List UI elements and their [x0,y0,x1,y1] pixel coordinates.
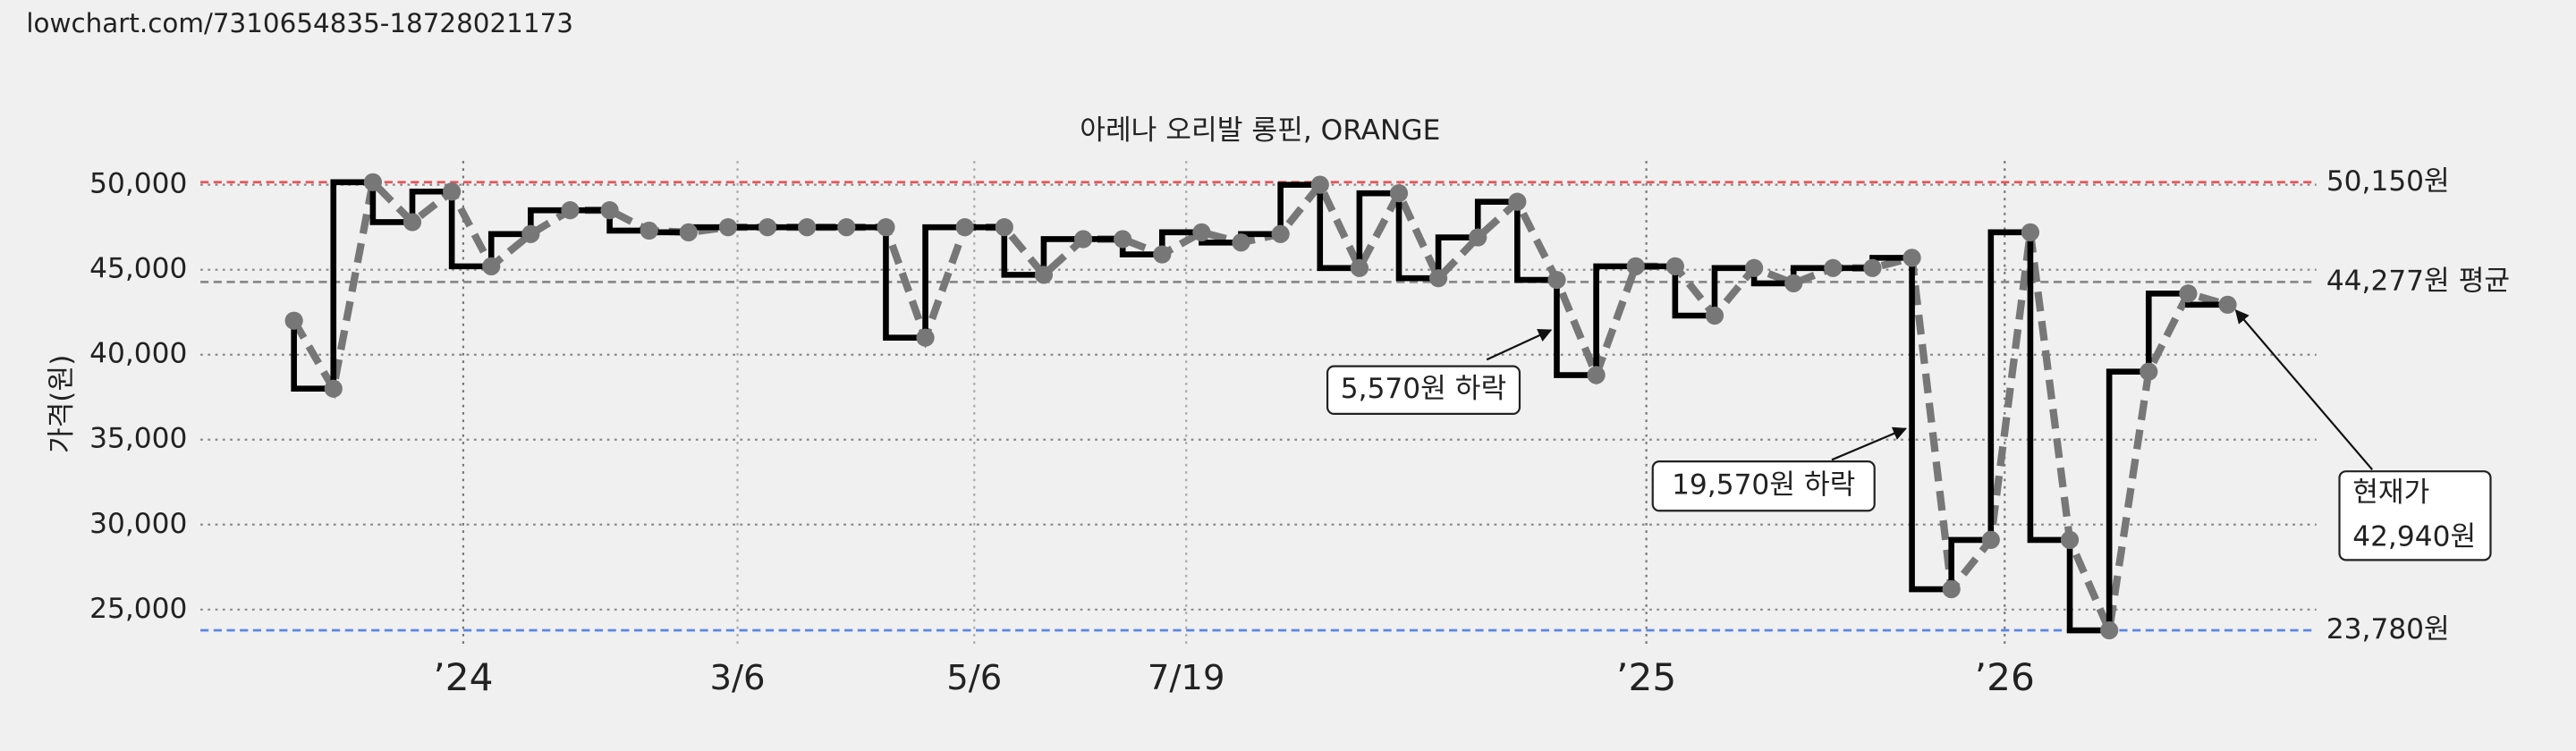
point [1508,192,1527,211]
point [1784,274,1803,292]
chart-title: 아레나 오리발 롱핀, ORANGE [1080,114,1440,147]
point [1153,245,1172,264]
x-tick-label: ’26 [1975,655,2035,699]
point [1981,530,2000,549]
point [758,218,777,237]
point [1389,184,1409,203]
point [1744,258,1764,277]
point [1942,579,1961,599]
point [1192,223,1211,241]
point [1587,366,1606,384]
point [1863,258,1882,277]
y-tick-label: 35,000 [89,423,187,455]
reference-label: 23,780원 [2326,613,2450,646]
point [561,201,580,220]
annotation-box [2338,470,2492,561]
x-tick-label: ’25 [1616,655,1676,699]
point [402,213,422,232]
point [1824,258,1843,277]
y-axis-label: 가격(원) [46,355,78,454]
url: lowchart.com/7310654835-18728021173 [26,8,573,38]
point [443,182,462,201]
annotation-text: 현재가 [2352,477,2429,509]
point [1705,306,1724,325]
point [995,218,1013,237]
annotation-arrow [2234,309,2374,471]
point [2218,295,2237,314]
y-tick-label: 30,000 [89,508,187,540]
point [877,218,895,237]
annotation-text: 5,570원 하락 [1341,373,1506,405]
point [1114,230,1132,249]
point [1310,175,1329,194]
annotation-arrow [1831,426,1908,461]
x-tick-label: 5/6 [946,658,1002,698]
point [521,224,540,243]
point [1350,258,1368,277]
point [798,218,817,237]
point [1034,266,1054,284]
point [640,221,658,240]
point [2179,284,2198,303]
point [1073,230,1093,249]
point [2100,620,2119,640]
x-tick-label: ’24 [433,655,493,699]
point [837,218,856,237]
x-tick-label: 7/19 [1148,658,1225,698]
point [916,328,935,347]
x-tick-label: 3/6 [710,658,766,698]
y-tick-label: 40,000 [89,338,187,370]
point [2060,530,2080,549]
point [1429,269,1448,288]
point [955,218,974,237]
point [1626,257,1645,275]
point [1271,224,1290,243]
point [1232,233,1250,252]
reference-label: 50,150원 [2326,165,2450,198]
annotation-arrow [1486,329,1553,361]
point [600,201,619,220]
y-tick-label: 50,000 [89,168,187,200]
point [363,173,382,191]
reference-label: 44,277원 평균 [2326,265,2510,297]
point [1469,228,1487,247]
point [284,311,303,330]
point [1547,270,1566,290]
point [2140,362,2158,381]
point [718,218,738,237]
annotation-box [1326,365,1521,415]
point [324,379,343,398]
annotation-text: 42,940원 [2352,521,2476,553]
point [679,223,698,241]
annotation-text: 19,570원 하락 [1672,469,1855,502]
y-tick-label: 45,000 [89,253,187,285]
point [1665,257,1684,275]
point [482,257,501,275]
point [2021,223,2040,241]
y-tick-label: 25,000 [89,593,187,625]
annotation-box [1651,460,1876,512]
point [1902,249,1921,267]
